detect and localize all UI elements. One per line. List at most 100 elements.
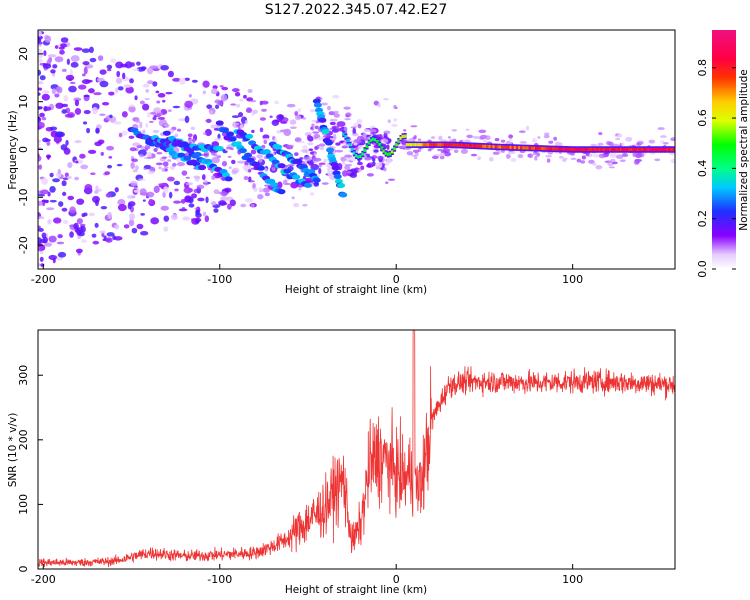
spectrogram-cell [138, 178, 146, 182]
spectrogram-cell [469, 144, 473, 148]
spectrogram-cell [194, 207, 198, 210]
spectrogram-cell [482, 144, 486, 148]
spectrogram-cell [553, 136, 558, 141]
colorbar-tick-label: 0.4 [696, 160, 709, 178]
spectrogram-cell [424, 143, 428, 147]
spectrogram-cell [63, 95, 69, 102]
spectrogram-cell [570, 147, 574, 152]
spectrogram-cell [147, 170, 155, 175]
spectrogram-cell [608, 141, 614, 146]
spectrogram-cell [140, 213, 145, 216]
spectrogram-cell [422, 143, 426, 147]
spectrogram-cell [244, 152, 253, 158]
spectrogram-cell [316, 144, 320, 149]
spectrogram-cell [229, 199, 236, 207]
spectrogram-cell [534, 155, 538, 161]
spectrogram-cell [277, 189, 286, 195]
spectrogram-cell [142, 199, 146, 202]
spectrogram-cell [113, 121, 122, 125]
spectrogram-cell [648, 139, 656, 144]
snr-panel: -200 -100 0 100 0 100 200 300 Height of straig… [7, 329, 676, 596]
spectrogram-cell [69, 69, 73, 76]
spectrogram-cell [536, 152, 541, 157]
spectrogram-cell [222, 150, 228, 154]
spectrogram-cell [184, 195, 191, 203]
spectrogram-cell [312, 98, 321, 104]
spectrogram-cell [203, 182, 209, 186]
spectrogram-cell [79, 153, 86, 159]
spectrogram-cell [503, 145, 507, 149]
spectrogram-cell [99, 113, 106, 117]
spectrogram-cell [244, 198, 253, 203]
spectrogram-cell [384, 151, 388, 155]
spectrogram-cell [606, 147, 610, 152]
spectrogram-cell [205, 196, 209, 204]
spectrogram-cell [380, 146, 384, 150]
spectrogram-cell [511, 145, 515, 150]
spectrogram-cell [519, 141, 527, 144]
spectrogram-cell [38, 37, 42, 44]
spectrogram-cell [294, 158, 303, 164]
spectrogram-cell [256, 165, 265, 171]
spectrogram-cell [146, 111, 151, 118]
spectrogram-cell [70, 55, 80, 62]
spectrogram-cell [123, 84, 132, 88]
spectrogram-cell [670, 137, 675, 142]
spectrogram-cell [346, 171, 352, 174]
spectrogram-cell [83, 109, 91, 115]
spectrogram-cell [214, 99, 221, 104]
spectrogram-cell [670, 158, 675, 164]
spectrogram-cell [156, 151, 163, 155]
spectrogram-cell [355, 147, 359, 152]
spectrogram-cell [252, 109, 258, 115]
spectrogram-cell [57, 251, 67, 258]
spectrogram-cell [238, 111, 244, 118]
spectrogram-cell [237, 160, 246, 164]
spectrogram-cell [49, 199, 57, 203]
spectrogram-cell [333, 173, 342, 180]
spectrogram-cell [139, 121, 143, 129]
spectrogram-cell [203, 179, 208, 184]
spectrogram-cell [220, 94, 228, 102]
spectrogram-cell [155, 162, 163, 166]
spectrogram-cell [518, 130, 526, 134]
spectrogram-cell [311, 123, 315, 128]
spectrogram-cell [140, 231, 149, 236]
spectrogram-cell [413, 155, 418, 160]
spectrogram-cell [73, 97, 82, 102]
spectrogram-cell [490, 145, 494, 149]
spectrogram-cell [220, 191, 228, 197]
spectrogram-cell [188, 203, 195, 208]
spectrogram-cell [621, 147, 625, 152]
spectrogram-cell [191, 193, 198, 199]
spectrogram-cell [78, 84, 87, 90]
spectrogram-cell [467, 143, 471, 148]
spectrogram-cell [146, 156, 152, 159]
spectrogram-cell [183, 155, 192, 161]
spectrogram-cell [324, 140, 333, 146]
spectrogram-cell [417, 138, 422, 141]
spectrogram-cell [54, 131, 64, 138]
spectrogram-cell [41, 199, 49, 203]
spectrogram-cell [182, 216, 191, 221]
spectrogram-cell [613, 147, 617, 152]
spectrogram-cell [132, 68, 140, 72]
spectrogram-cell [163, 186, 169, 194]
spectrogram-cell [336, 121, 346, 127]
spectrogram-cell [571, 152, 575, 156]
spectrogram-cell [97, 55, 104, 62]
spectrogram-cell [344, 163, 353, 167]
spectrogram-cell [465, 128, 470, 131]
spectrogram-cell [246, 107, 252, 111]
spectrogram-cell [93, 92, 102, 96]
spectrogram-cell [369, 128, 377, 133]
spectrogram-cell [65, 74, 75, 81]
spectrogram-cell [163, 166, 169, 169]
spectrogram-cell [146, 151, 152, 159]
spectrogram-cell [145, 89, 150, 93]
spectrogram-cell [395, 143, 399, 147]
spectrogram-cell [391, 123, 398, 128]
spectrogram-cell [94, 222, 99, 228]
spectrogram-cell [128, 201, 136, 207]
spectrogram-cell [297, 141, 305, 144]
